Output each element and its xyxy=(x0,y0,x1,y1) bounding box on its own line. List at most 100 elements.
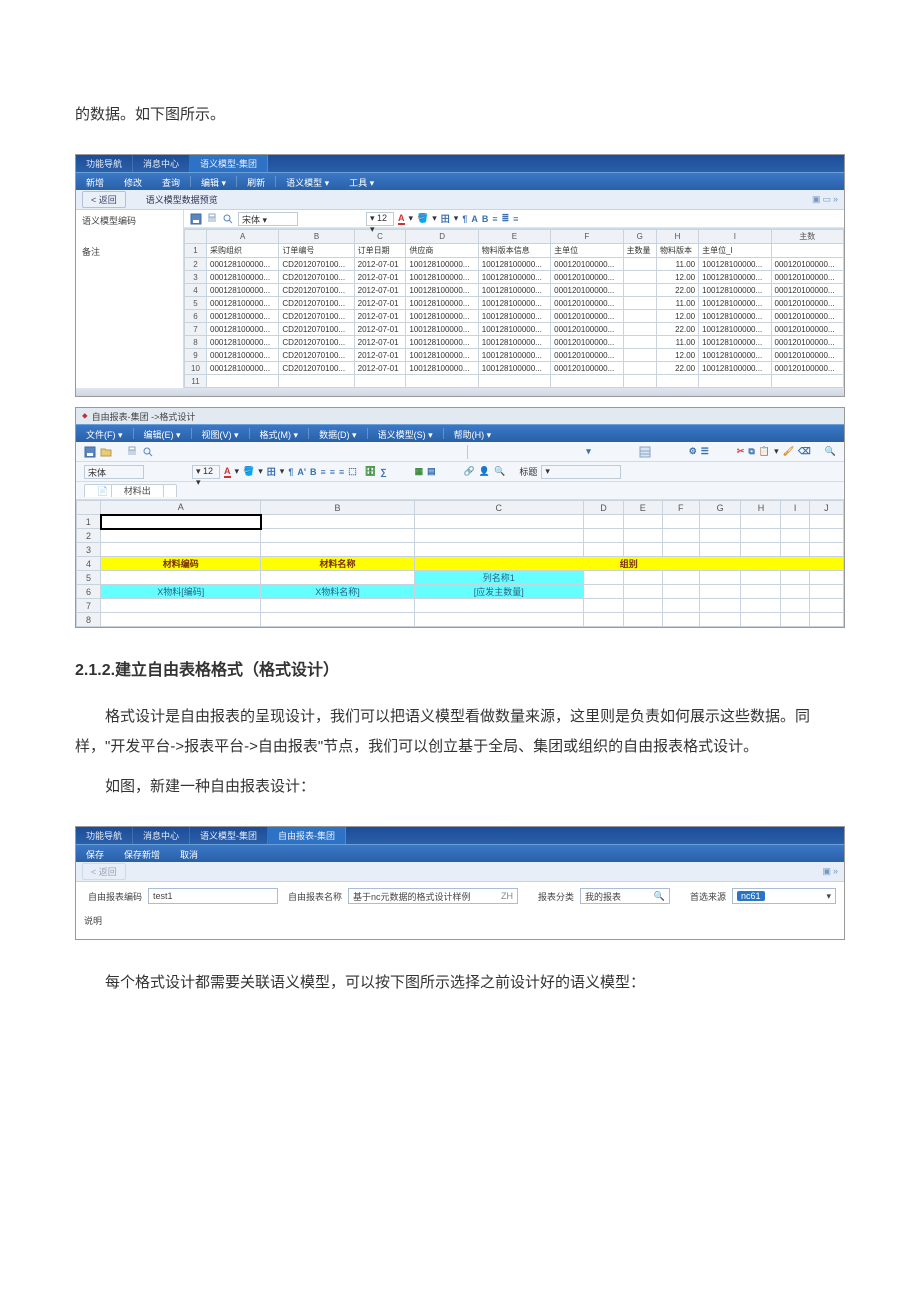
preview-icon[interactable] xyxy=(222,213,234,225)
d-gear-icon[interactable]: ⚙ xyxy=(689,446,697,457)
bold-icon[interactable]: A xyxy=(471,214,478,224)
save-icon[interactable] xyxy=(190,213,202,225)
font-select[interactable]: 宋体 ▾ xyxy=(238,212,298,226)
d-size-select[interactable]: ▾ 12 ▾ xyxy=(192,465,220,479)
m-format[interactable]: 格式(M) ▾ xyxy=(250,425,309,442)
m-help[interactable]: 帮助(H) ▾ xyxy=(444,425,502,442)
border-icon[interactable]: 田 xyxy=(441,212,450,225)
d-al3-icon[interactable]: ≡ xyxy=(339,467,344,477)
align-center-icon[interactable]: ≣ xyxy=(502,213,510,224)
d-font-select[interactable]: 宋体 xyxy=(84,465,144,479)
code-input[interactable]: test1 xyxy=(148,888,278,904)
tab-msg[interactable]: 消息中心 xyxy=(133,155,190,172)
align-left-icon[interactable]: ≡ xyxy=(492,214,497,224)
size-select[interactable]: ▾ 12 ▾ xyxy=(366,212,394,226)
menu-modify[interactable]: 修改 xyxy=(114,173,152,190)
menu-new[interactable]: 新增 xyxy=(76,173,114,190)
d-open-icon[interactable] xyxy=(100,446,112,458)
d-eraser-icon[interactable]: ⌫ xyxy=(798,446,811,457)
d-zoom-icon[interactable]: 🔍 xyxy=(494,466,505,477)
sheet-tab-active[interactable]: 📄 材料出 xyxy=(84,484,177,497)
menu-semantic[interactable]: 语义模型 ▾ xyxy=(276,173,339,190)
cat-input[interactable]: 我的报表🔍 xyxy=(580,888,670,904)
back-button[interactable]: < 返回 xyxy=(82,191,126,208)
expand-icon[interactable]: ▣ xyxy=(812,194,821,205)
table-row: 6000128100000...CD2012070100...2012-07-0… xyxy=(185,310,844,323)
tab-semantic[interactable]: 语义模型-集团 xyxy=(190,155,268,172)
designer-menu: 文件(F) ▾ 编辑(E) ▾ 视图(V) ▾ 格式(M) ▾ 数据(D) ▾ … xyxy=(76,424,844,442)
t3-msg[interactable]: 消息中心 xyxy=(133,827,190,844)
bold-b-icon[interactable]: B xyxy=(482,214,489,224)
m-semantic[interactable]: 语义模型(S) ▾ xyxy=(368,425,443,442)
d-merge-icon[interactable]: ⬚ xyxy=(348,466,357,477)
close-icon[interactable]: ▭ xyxy=(822,194,831,205)
d-bold-icon[interactable]: B xyxy=(310,467,317,477)
left-label-note: 备注 xyxy=(82,245,177,258)
new-report-form: 自由报表编码 test1 自由报表名称 基于nc元数据的格式设计样例ZH 报表分… xyxy=(76,882,844,910)
d-border-icon[interactable]: 田 xyxy=(267,465,276,478)
d-al1-icon[interactable]: ≡ xyxy=(320,467,325,477)
name-input[interactable]: 基于nc元数据的格式设计样例ZH xyxy=(348,888,518,904)
d-al2-icon[interactable]: ≡ xyxy=(330,467,335,477)
d-head-select[interactable]: ▾ xyxy=(541,465,621,479)
search-icon[interactable]: 🔍 xyxy=(654,891,665,902)
ds-input[interactable]: nc61▾ xyxy=(732,888,836,904)
t3-sem[interactable]: 语义模型-集团 xyxy=(190,827,268,844)
menu-edit[interactable]: 编辑 ▾ xyxy=(191,173,236,190)
t3-nav[interactable]: 功能导航 xyxy=(76,827,133,844)
m-edit[interactable]: 编辑(E) ▾ xyxy=(134,425,191,442)
para1: 格式设计是自由报表的呈现设计，我们可以把语义模型看做数量来源，这里则是负责如何展… xyxy=(75,702,845,762)
font-color-icon[interactable]: A xyxy=(398,213,405,225)
d-save-icon[interactable] xyxy=(84,446,96,458)
d-link-icon[interactable]: 🔗 xyxy=(464,466,475,477)
d-small-a-icon[interactable]: A' xyxy=(297,467,306,477)
d-col-icon[interactable]: ▦ xyxy=(415,466,424,477)
d-user-icon[interactable]: 👤 xyxy=(479,466,490,477)
data-grid: ABCDEFGHI主数 1 采购组织订单编号订单日期供应商物料版本信息主单位主数… xyxy=(184,229,844,388)
more-icon[interactable]: » xyxy=(833,194,838,205)
d-cut-icon[interactable]: ✂ xyxy=(737,446,745,457)
d-font-color-icon[interactable]: A xyxy=(224,466,231,478)
menu-tools[interactable]: 工具 ▾ xyxy=(339,173,384,190)
t3-more-icon[interactable]: » xyxy=(833,866,838,877)
design-grid[interactable]: ABCDEFGHIJ 1 2 3 4材料编码材料名称组别 5列名称1 6X物料[… xyxy=(76,500,844,627)
m3-savenew[interactable]: 保存新增 xyxy=(114,845,170,862)
d-fill-icon[interactable]: 🪣 xyxy=(243,466,254,477)
table-row: 9000128100000...CD2012070100...2012-07-0… xyxy=(185,349,844,362)
d-preview-icon[interactable] xyxy=(142,446,154,458)
m3-save[interactable]: 保存 xyxy=(76,845,114,862)
fill-color-icon[interactable]: 🪣 xyxy=(417,213,428,224)
d-print-icon[interactable] xyxy=(126,446,138,458)
menu-query[interactable]: 查询 xyxy=(152,173,190,190)
top-tabs: 功能导航 消息中心 语义模型-集团 xyxy=(76,155,844,172)
tab-close-icon[interactable]: ⬥ xyxy=(82,411,88,421)
grid-toolbar: 宋体 ▾ ▾ 12 ▾ A▾ 🪣▾ 田▾ ¶ A B ≡ ≣ ≡ xyxy=(184,210,844,228)
d-form-icon[interactable]: ▾ xyxy=(586,446,591,457)
d-list-icon[interactable]: ☰ xyxy=(701,446,709,457)
d-db-icon[interactable]: 🗄 xyxy=(365,466,376,477)
align-right-icon[interactable]: ≡ xyxy=(513,214,518,224)
d-paste-icon[interactable]: 📋 xyxy=(759,446,770,457)
d-row-icon[interactable]: ▤ xyxy=(427,466,436,477)
wrap-icon[interactable]: ¶ xyxy=(462,214,467,224)
intro-text: 的数据。如下图所示。 xyxy=(75,100,845,130)
t3-rep[interactable]: 自由报表-集团 xyxy=(268,827,346,844)
m-view[interactable]: 视图(V) ▾ xyxy=(192,425,249,442)
print-icon[interactable] xyxy=(206,213,218,225)
m3-cancel[interactable]: 取消 xyxy=(170,845,208,862)
d-find-icon[interactable]: 🔍 xyxy=(825,446,836,457)
d-wrap-icon[interactable]: ¶ xyxy=(288,467,293,477)
m-data[interactable]: 数据(D) ▾ xyxy=(309,425,367,442)
d-fx-icon[interactable]: ∑ xyxy=(380,467,386,477)
m-file[interactable]: 文件(F) ▾ xyxy=(76,425,133,442)
table-row: 8000128100000...CD2012070100...2012-07-0… xyxy=(185,336,844,349)
d-brush-icon[interactable]: 🖌 xyxy=(783,446,794,457)
t3-exp-icon[interactable]: ▣ xyxy=(822,866,831,877)
preview-title: 语义模型数据预览 xyxy=(146,193,218,206)
menu-refresh[interactable]: 刷新 xyxy=(237,173,275,190)
d-copy-icon[interactable]: ⧉ xyxy=(748,446,754,457)
table-row: 7000128100000...CD2012070100...2012-07-0… xyxy=(185,323,844,336)
tab-nav[interactable]: 功能导航 xyxy=(76,155,133,172)
d-table-icon[interactable] xyxy=(639,446,651,458)
d-label-head: 标题 xyxy=(519,465,537,478)
